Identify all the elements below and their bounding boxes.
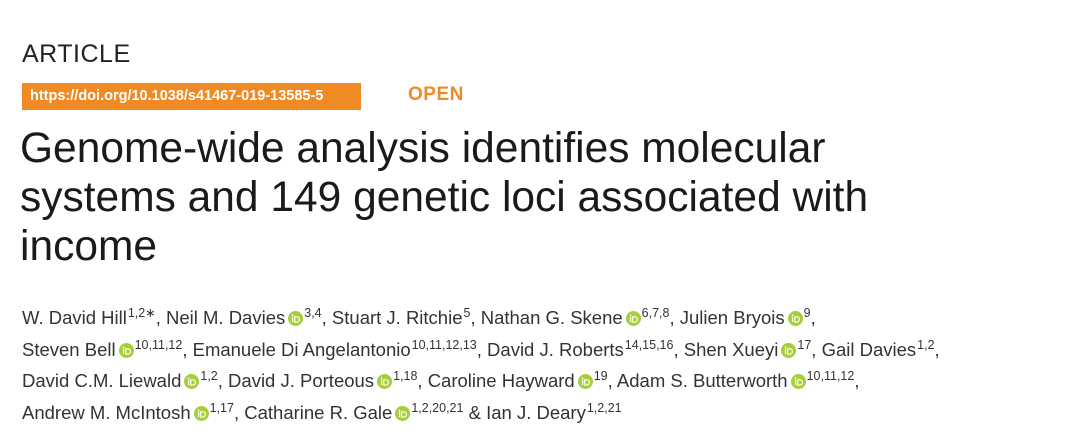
author-name[interactable]: Ian J. Deary <box>486 401 586 423</box>
title-line: systems and 149 genetic loci associated … <box>20 174 869 221</box>
author: Stuart J. Ritchie5, <box>331 306 481 328</box>
orcid-icon[interactable] <box>395 405 411 421</box>
author: Emanuele Di Angelantonio10,11,12,13, <box>192 337 488 360</box>
author-name[interactable]: Andrew M. McIntosh <box>22 401 191 423</box>
author: David C.M. Liewald 1,2, <box>22 369 229 391</box>
orcid-icon[interactable] <box>377 374 393 389</box>
affiliation: 6,7,8 <box>641 306 670 320</box>
author-name[interactable]: Gail Davies <box>821 338 917 360</box>
author: Shen Xueyi 17, <box>683 337 822 360</box>
title-line: income <box>20 223 158 270</box>
orcid-icon[interactable] <box>288 311 304 326</box>
author-name[interactable]: Nathan G. Skene <box>480 307 623 328</box>
author: W. David Hill1,2∗, <box>22 306 166 328</box>
author-name[interactable]: David J. Porteous <box>228 370 375 391</box>
author-name[interactable]: Emanuele Di Angelantonio <box>192 338 411 360</box>
separator: , <box>321 307 332 328</box>
affiliation: 19 <box>593 369 608 383</box>
author-line: David C.M. Liewald 1,2, David J. Porteous… <box>22 361 940 393</box>
affiliation: 3,4 <box>304 306 322 320</box>
article-type: ARTICLE <box>22 40 131 68</box>
author: Gail Davies1,2, <box>821 337 940 360</box>
orcid-icon[interactable] <box>625 311 641 326</box>
separator: , <box>934 338 940 360</box>
author-name[interactable]: Neil M. Davies <box>166 307 286 328</box>
separator: , <box>470 307 481 328</box>
affiliation: 10,11,12 <box>134 337 183 352</box>
author-name[interactable]: David J. Roberts <box>487 338 624 360</box>
affiliation: 1,2∗ <box>127 306 156 320</box>
author-name[interactable]: David C.M. Liewald <box>22 370 182 391</box>
title-line: Genome-wide analysis identifies molecula… <box>20 125 826 172</box>
separator: , <box>476 338 488 360</box>
separator: , <box>155 307 166 328</box>
orcid-icon[interactable] <box>184 374 200 389</box>
orcid-icon[interactable] <box>787 311 803 326</box>
affiliation: 10,11,12,13 <box>411 337 477 352</box>
affiliation: 1,2,21 <box>586 400 622 415</box>
author: David J. Porteous 1,18, <box>228 369 428 391</box>
orcid-icon[interactable] <box>193 405 209 421</box>
author: Ian J. Deary1,2,21 <box>486 400 622 423</box>
separator: , <box>233 401 245 423</box>
affiliation: 17 <box>797 337 812 352</box>
separator: , <box>854 370 860 391</box>
author: Caroline Hayward 19, <box>427 369 617 391</box>
affiliation: 5 <box>463 306 471 320</box>
separator: , <box>669 307 680 328</box>
author-name[interactable]: Stuart J. Ritchie <box>331 307 463 328</box>
affiliation: 1,2 <box>200 369 218 383</box>
separator: , <box>810 307 816 328</box>
author: Nathan G. Skene 6,7,8, <box>480 306 680 328</box>
separator: , <box>217 370 229 391</box>
author-name[interactable]: Catharine R. Gale <box>244 401 393 423</box>
author-name[interactable]: Adam S. Butterworth <box>616 370 788 391</box>
separator: & <box>463 401 487 423</box>
author: Catharine R. Gale 1,2,20,21 & <box>244 400 487 423</box>
author: Neil M. Davies 3,4, <box>166 306 332 328</box>
orcid-icon[interactable] <box>781 342 797 358</box>
separator: , <box>607 370 617 391</box>
orcid-icon[interactable] <box>790 374 806 389</box>
separator: , <box>673 338 684 360</box>
author: Adam S. Butterworth 10,11,12, <box>616 369 860 391</box>
author-line: W. David Hill1,2∗, Neil M. Davies 3,4, St… <box>22 298 940 330</box>
affiliation: 14,15,16 <box>624 337 674 352</box>
separator: , <box>182 338 193 360</box>
author-name[interactable]: Shen Xueyi <box>683 338 779 360</box>
author: Julien Bryois 9, <box>679 306 816 328</box>
author-name[interactable]: Steven Bell <box>22 338 116 360</box>
author: Steven Bell 10,11,12, <box>22 337 193 360</box>
article-title: Genome-wide analysis identifies molecula… <box>20 124 1060 271</box>
author-name[interactable]: Julien Bryois <box>679 307 785 328</box>
separator: , <box>811 338 822 360</box>
author-line: Steven Bell 10,11,12, Emanuele Di Angelan… <box>22 330 940 362</box>
affiliation: 1,2,20,21 <box>411 400 464 415</box>
orcid-icon[interactable] <box>118 342 134 358</box>
author-line: Andrew M. McIntosh 1,17, Catharine R. Gal… <box>22 393 940 425</box>
affiliation: 1,2 <box>917 337 935 352</box>
separator: , <box>417 370 428 391</box>
orcid-icon[interactable] <box>577 374 593 389</box>
affiliation: 1,17 <box>209 400 234 415</box>
doi-link[interactable]: https://doi.org/10.1038/s41467-019-13585… <box>22 83 361 110</box>
open-access-label: OPEN <box>408 84 464 105</box>
author-name[interactable]: Caroline Hayward <box>427 370 575 391</box>
author-list: W. David Hill1,2∗, Neil M. Davies 3,4, St… <box>22 298 940 424</box>
author: Andrew M. McIntosh 1,17, <box>22 400 245 423</box>
author: David J. Roberts14,15,16, <box>487 337 684 360</box>
affiliation: 10,11,12 <box>806 369 855 383</box>
affiliation: 1,18 <box>393 369 418 383</box>
affiliation: 9 <box>803 306 811 320</box>
author-name[interactable]: W. David Hill <box>22 307 127 328</box>
